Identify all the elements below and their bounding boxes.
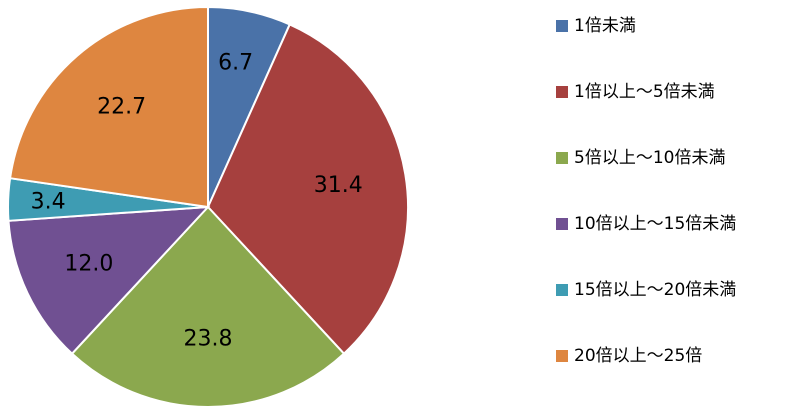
legend-label-0: 1倍未満 xyxy=(574,16,636,36)
pie-slice-2 xyxy=(70,205,346,408)
legend: 1倍未満 1倍以上～5倍未満 5倍以上～10倍未満 10倍以上～15倍未満 15倍以上～… xyxy=(556,16,736,366)
legend-swatch-4 xyxy=(556,284,568,296)
pie-slice-3 xyxy=(7,205,211,356)
pie-slice-1 xyxy=(206,23,409,356)
pie-value-label-5: 22.7 xyxy=(97,95,146,120)
legend-label-4: 15倍以上～20倍未満 xyxy=(574,280,736,300)
legend-swatch-2 xyxy=(556,152,568,164)
pie-data-labels: 6.7 31.4 23.8 12.0 3.4 22.7 xyxy=(31,50,363,351)
pie-value-label-0: 6.7 xyxy=(218,50,253,75)
legend-label-1: 1倍以上～5倍未満 xyxy=(574,82,715,102)
pie-value-label-3: 12.0 xyxy=(64,251,113,276)
legend-swatch-5 xyxy=(556,350,568,362)
pie-value-label-1: 31.4 xyxy=(314,173,363,198)
legend-swatch-0 xyxy=(556,20,568,32)
pie-value-label-2: 23.8 xyxy=(184,327,233,352)
legend-label-3: 10倍以上～15倍未満 xyxy=(574,214,736,234)
pie-slices xyxy=(7,5,409,408)
legend-swatch-1 xyxy=(556,86,568,98)
legend-swatch-3 xyxy=(556,218,568,230)
pie-value-label-4: 3.4 xyxy=(31,190,66,215)
legend-label-5: 20倍以上～25倍 xyxy=(574,346,702,366)
pie-slice-5 xyxy=(8,5,209,209)
legend-label-2: 5倍以上～10倍未満 xyxy=(574,148,725,168)
